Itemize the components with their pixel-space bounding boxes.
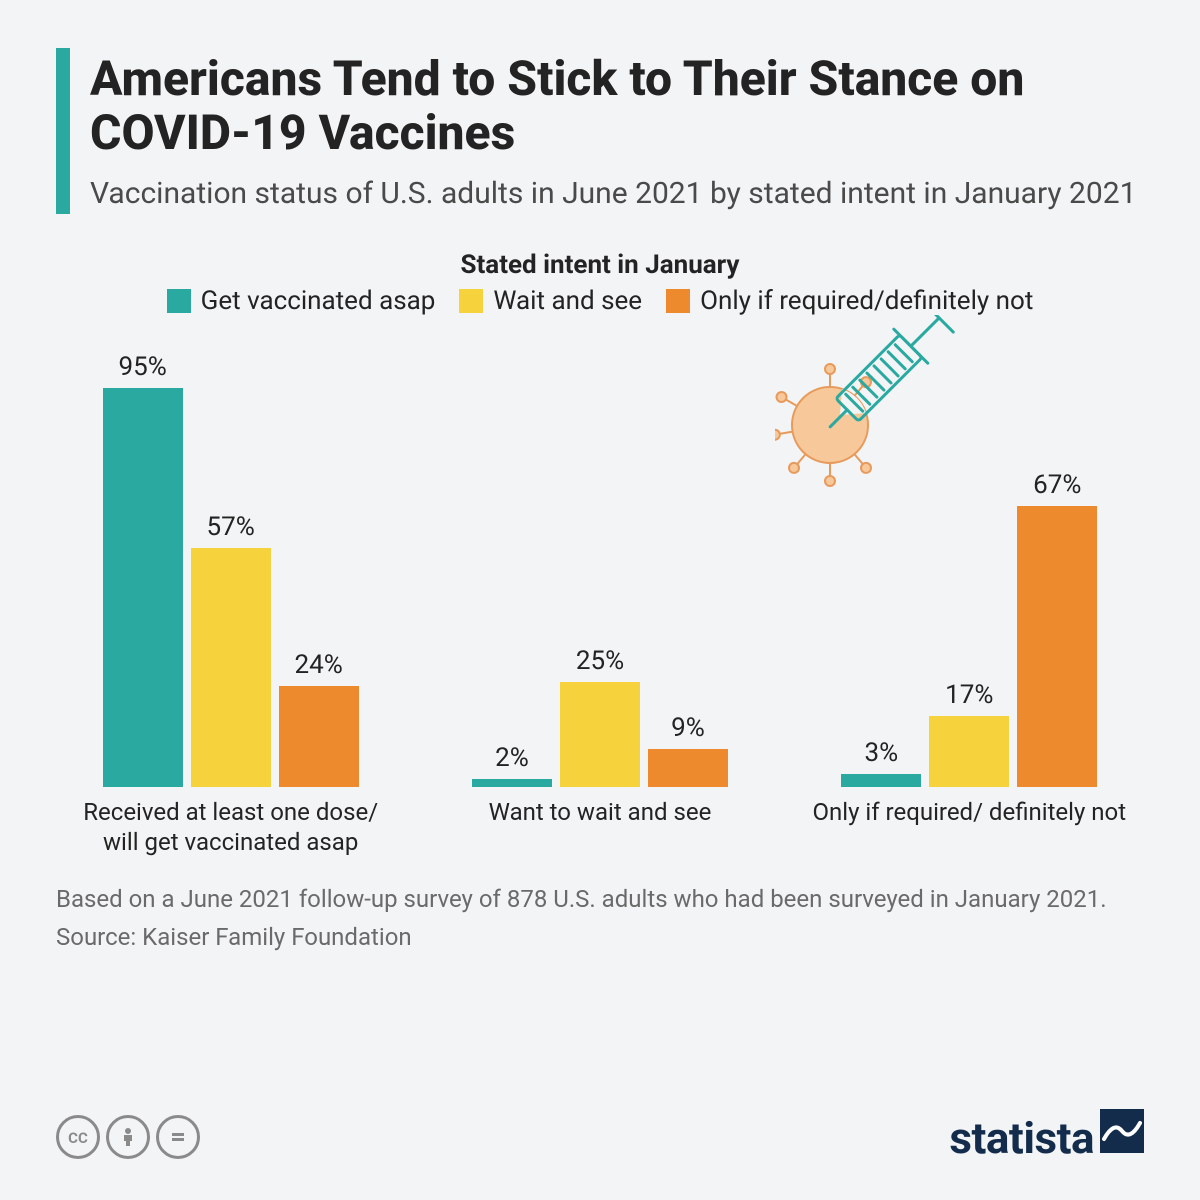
bar-value-label: 9% xyxy=(671,713,705,743)
legend-item: Wait and see xyxy=(459,286,642,316)
bar-rect xyxy=(648,749,728,787)
bar-value-label: 57% xyxy=(207,512,255,542)
svg-text:CC: CC xyxy=(68,1129,88,1147)
accent-bar xyxy=(56,48,70,214)
bar: 67% xyxy=(1017,470,1097,787)
legend-swatch xyxy=(167,289,191,313)
legend-label: Only if required/definitely not xyxy=(700,286,1033,316)
bar: 95% xyxy=(103,352,183,787)
nd-icon xyxy=(156,1115,200,1159)
bar-value-label: 17% xyxy=(945,680,993,710)
legend-title: Stated intent in January xyxy=(56,250,1144,280)
legend: Stated intent in January Get vaccinated … xyxy=(56,250,1144,317)
bar-value-label: 2% xyxy=(495,743,529,773)
bar-rect xyxy=(191,548,271,787)
bar-value-label: 25% xyxy=(576,646,624,676)
legend-items: Get vaccinated asap Wait and see Only if r… xyxy=(167,286,1034,316)
bar: 17% xyxy=(929,680,1009,787)
infographic-container: Americans Tend to Stick to Their Stance … xyxy=(0,0,1200,1200)
footnote: Based on a June 2021 follow-up survey of… xyxy=(56,883,1144,917)
statista-wave-icon xyxy=(1100,1109,1144,1153)
source-label: Source: Kaiser Family Foundation xyxy=(56,923,1144,951)
bar-rect xyxy=(841,774,921,787)
group-label: Only if required/ definitely not xyxy=(813,797,1127,859)
bar-group: 2% 25% 9% Want to wait and see xyxy=(435,329,764,859)
legend-label: Get vaccinated asap xyxy=(201,286,436,316)
by-icon xyxy=(106,1115,150,1159)
header: Americans Tend to Stick to Their Stance … xyxy=(56,48,1144,214)
group-label: Want to wait and see xyxy=(489,797,712,859)
legend-label: Wait and see xyxy=(493,286,642,316)
page-title: Americans Tend to Stick to Their Stance … xyxy=(90,52,1144,160)
bars-row: 2% 25% 9% xyxy=(435,329,764,787)
bar-rect xyxy=(1017,506,1097,787)
legend-swatch xyxy=(459,289,483,313)
header-text: Americans Tend to Stick to Their Stance … xyxy=(90,48,1144,214)
license-icons: CC xyxy=(56,1115,200,1159)
bar-value-label: 24% xyxy=(295,650,343,680)
brand-text: statista xyxy=(949,1112,1094,1164)
bar: 2% xyxy=(472,743,552,787)
bar-value-label: 3% xyxy=(864,738,898,768)
cc-icon: CC xyxy=(56,1115,100,1159)
bar-rect xyxy=(103,388,183,787)
bar: 9% xyxy=(648,713,728,787)
page-subtitle: Vaccination status of U.S. adults in Jun… xyxy=(90,174,1144,215)
bar-value-label: 67% xyxy=(1033,470,1081,500)
bar: 25% xyxy=(560,646,640,787)
bar: 24% xyxy=(279,650,359,787)
bar-rect xyxy=(279,686,359,787)
bars-row: 95% 57% 24% xyxy=(66,329,395,787)
statista-logo: statista xyxy=(949,1109,1144,1164)
legend-item: Get vaccinated asap xyxy=(167,286,436,316)
bar-rect xyxy=(929,716,1009,787)
bar-rect xyxy=(472,779,552,787)
bar-rect xyxy=(560,682,640,787)
footer: CC statista xyxy=(56,1109,1144,1164)
bar-value-label: 95% xyxy=(119,352,167,382)
legend-item: Only if required/definitely not xyxy=(666,286,1033,316)
legend-swatch xyxy=(666,289,690,313)
syringe-virus-icon xyxy=(775,315,1005,495)
bar-group: 95% 57% 24% Received at least one dose/ wil… xyxy=(66,329,395,859)
bar: 57% xyxy=(191,512,271,787)
bar: 3% xyxy=(841,738,921,787)
group-label: Received at least one dose/ will get vac… xyxy=(66,797,395,859)
